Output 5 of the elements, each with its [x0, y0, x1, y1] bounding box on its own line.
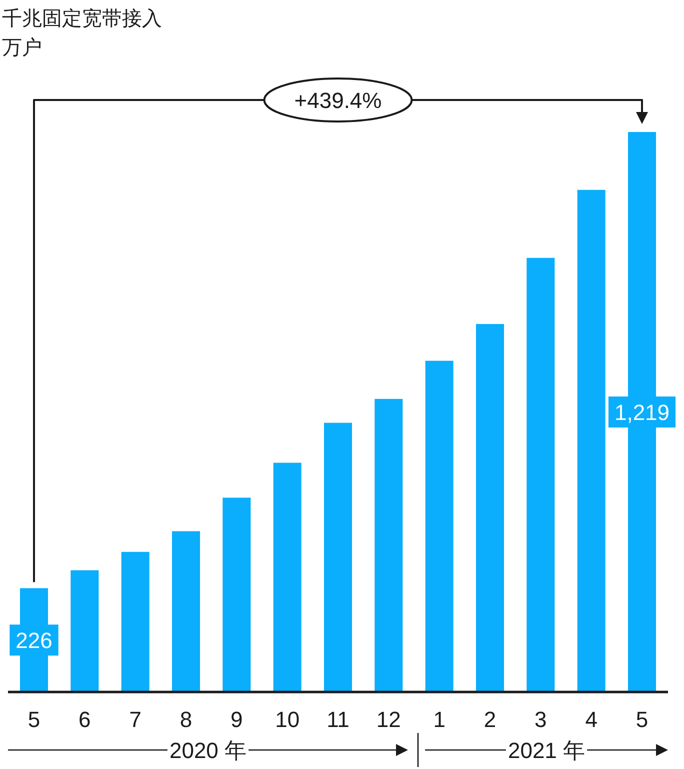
title: 千兆固定宽带接入 — [2, 8, 162, 30]
y-axis-title: 万户 — [2, 37, 42, 59]
data-label: 1,219 — [614, 400, 670, 425]
change-label: +439.4% — [263, 78, 413, 122]
data-label: 226 — [16, 628, 52, 654]
